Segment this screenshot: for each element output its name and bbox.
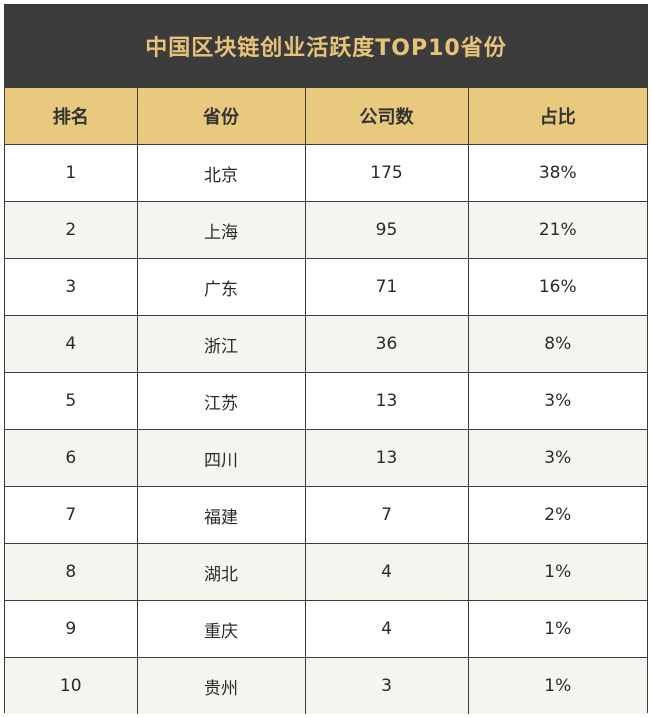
- rank-cell: 9: [5, 600, 137, 658]
- share-cell: 21%: [467, 201, 647, 259]
- table-row: 4 浙江 36 8%: [5, 315, 647, 373]
- company-count-cell: 3: [304, 657, 468, 714]
- table-row: 3 广东 71 16%: [5, 258, 647, 316]
- company-count-cell: 95: [304, 201, 468, 259]
- company-count-cell: 7: [304, 486, 468, 544]
- share-cell: 1%: [467, 657, 647, 714]
- header-row: 排名 省份 公司数 占比: [5, 88, 647, 145]
- province-cell: 贵州: [136, 657, 305, 714]
- table-row: 1 北京 175 38%: [5, 144, 647, 202]
- ranking-table: 排名 省份 公司数 占比 1 北京 175 38% 2 上海 95 21% 3 广东 71 16% 4 浙…: [5, 88, 647, 714]
- share-cell: 8%: [467, 315, 647, 373]
- rank-cell: 5: [5, 372, 137, 430]
- rank-cell: 4: [5, 315, 137, 373]
- rank-cell: 7: [5, 486, 137, 544]
- header-share: 占比: [467, 88, 647, 145]
- table-row: 2 上海 95 21%: [5, 201, 647, 259]
- share-cell: 3%: [467, 372, 647, 430]
- province-cell: 福建: [136, 486, 305, 544]
- rank-cell: 2: [5, 201, 137, 259]
- table-row: 9 重庆 4 1%: [5, 600, 647, 658]
- rank-cell: 6: [5, 429, 137, 487]
- share-cell: 3%: [467, 429, 647, 487]
- province-cell: 浙江: [136, 315, 305, 373]
- company-count-cell: 71: [304, 258, 468, 316]
- company-count-cell: 4: [304, 543, 468, 601]
- share-cell: 2%: [467, 486, 647, 544]
- table-row: 6 四川 13 3%: [5, 429, 647, 487]
- table-row: 10 贵州 3 1%: [5, 657, 647, 714]
- header-company-count: 公司数: [304, 88, 468, 145]
- province-cell: 四川: [136, 429, 305, 487]
- share-cell: 38%: [467, 144, 647, 202]
- table-card: 中国区块链创业活跃度TOP10省份 排名 省份 公司数 占比 1 北京 175 38%…: [4, 4, 648, 714]
- share-cell: 1%: [467, 543, 647, 601]
- company-count-cell: 4: [304, 600, 468, 658]
- rank-cell: 1: [5, 144, 137, 202]
- rank-cell: 3: [5, 258, 137, 316]
- province-cell: 广东: [136, 258, 305, 316]
- table-title: 中国区块链创业活跃度TOP10省份: [145, 36, 507, 61]
- province-cell: 重庆: [136, 600, 305, 658]
- province-cell: 北京: [136, 144, 305, 202]
- table-row: 8 湖北 4 1%: [5, 543, 647, 601]
- share-cell: 1%: [467, 600, 647, 658]
- share-cell: 16%: [467, 258, 647, 316]
- header-province: 省份: [136, 88, 305, 145]
- header-rank: 排名: [5, 88, 137, 145]
- rank-cell: 10: [5, 657, 137, 714]
- table-row: 5 江苏 13 3%: [5, 372, 647, 430]
- province-cell: 湖北: [136, 543, 305, 601]
- company-count-cell: 175: [304, 144, 468, 202]
- title-bar: 中国区块链创业活跃度TOP10省份: [5, 4, 647, 88]
- table-row: 7 福建 7 2%: [5, 486, 647, 544]
- company-count-cell: 13: [304, 429, 468, 487]
- company-count-cell: 36: [304, 315, 468, 373]
- province-cell: 江苏: [136, 372, 305, 430]
- rank-cell: 8: [5, 543, 137, 601]
- province-cell: 上海: [136, 201, 305, 259]
- table-body: 1 北京 175 38% 2 上海 95 21% 3 广东 71 16% 4 浙江 36 8% 5 江苏 13 3% 6…: [5, 144, 647, 714]
- company-count-cell: 13: [304, 372, 468, 430]
